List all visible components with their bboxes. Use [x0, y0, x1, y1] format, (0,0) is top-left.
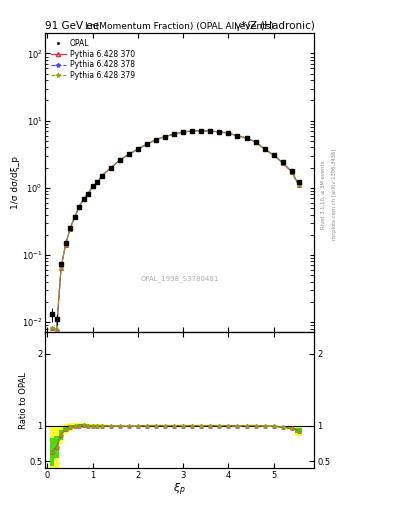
Y-axis label: Ratio to OPAL: Ratio to OPAL: [19, 372, 28, 429]
Y-axis label: 1/σ dσ/dξ_p: 1/σ dσ/dξ_p: [11, 156, 20, 209]
X-axis label: $\xi_p$: $\xi_p$: [173, 482, 186, 498]
Title: Ln(Momentum Fraction) (OPAL All events): Ln(Momentum Fraction) (OPAL All events): [85, 22, 274, 31]
Text: γ*/Z (Hadronic): γ*/Z (Hadronic): [235, 20, 314, 31]
Legend: OPAL, Pythia 6.428 370, Pythia 6.428 378, Pythia 6.428 379: OPAL, Pythia 6.428 370, Pythia 6.428 378…: [49, 37, 136, 82]
Text: 91 GeV ee: 91 GeV ee: [45, 20, 99, 31]
Text: OPAL_1998_S3780481: OPAL_1998_S3780481: [141, 275, 219, 282]
Text: Rivet 3.1.10, ≥ 3M events: Rivet 3.1.10, ≥ 3M events: [320, 160, 325, 229]
Text: mcplots.cern.ch [arXiv:1306.3436]: mcplots.cern.ch [arXiv:1306.3436]: [332, 149, 337, 240]
